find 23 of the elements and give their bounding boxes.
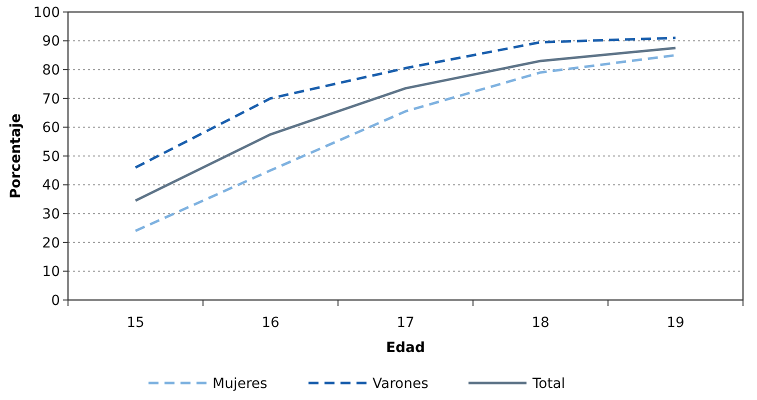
line-series: [134, 36, 677, 169]
y-axis-title: Porcentaje: [8, 114, 24, 198]
y-tick-label: 70: [42, 91, 60, 108]
y-tick-label: 50: [42, 148, 60, 165]
y-tick-label: 60: [42, 120, 60, 136]
y-tick-label: 0: [51, 292, 60, 309]
legend-label: Varones: [372, 376, 428, 392]
x-axis-title: Edad: [386, 340, 426, 356]
x-tick-label: 18: [532, 315, 550, 331]
line-series: [134, 46, 677, 202]
y-tick-label: 20: [42, 235, 60, 252]
x-tick-label: 17: [396, 315, 414, 331]
y-tick-label: 40: [42, 178, 60, 194]
x-tick-label: 15: [126, 315, 144, 331]
legend-label: Mujeres: [212, 376, 268, 392]
y-tick-label: 30: [42, 206, 60, 222]
x-tick-label: 19: [666, 315, 684, 331]
y-tick-label: 100: [33, 4, 60, 21]
y-tick-label: 80: [42, 62, 60, 78]
y-tick-label: 90: [42, 34, 60, 50]
legend-label: Total: [532, 376, 566, 392]
y-tick-label: 10: [42, 264, 60, 280]
x-tick-label: 16: [262, 315, 280, 331]
